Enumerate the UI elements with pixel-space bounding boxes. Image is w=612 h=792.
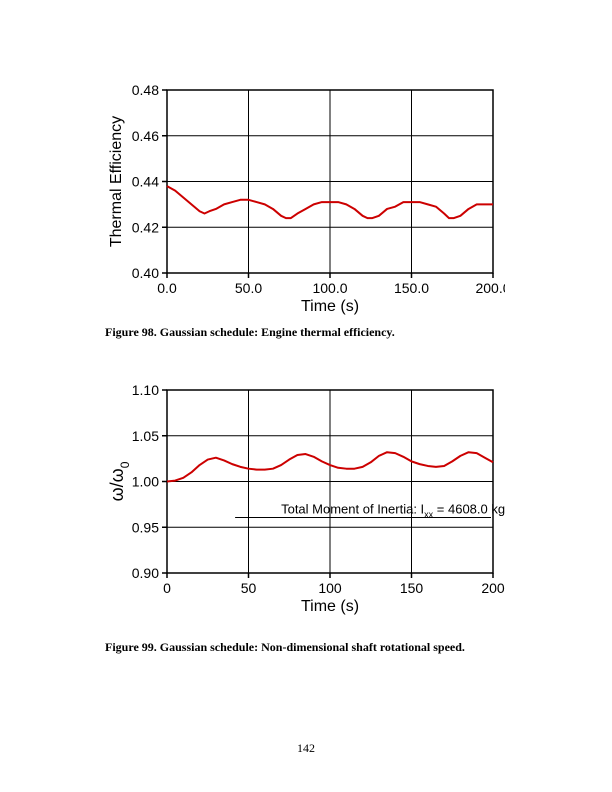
svg-text:Thermal Efficiency: Thermal Efficiency [108,116,125,247]
svg-text:50: 50 [241,580,257,596]
caption-figure-99: Figure 99. Gaussian schedule: Non-dimens… [105,640,465,655]
svg-text:0.48: 0.48 [132,82,159,98]
svg-text:0.90: 0.90 [132,565,159,581]
chart-thermal-efficiency: 0.0 50.0 100.0 150.0 200.0 0.40 0.42 0.44 0.46 0.… [105,80,505,320]
chart-omega-ratio: 0 50 100 150 200 0.90 0.95 1.00 1.05 1.10 Time (s)… [105,380,505,620]
svg-text:0.0: 0.0 [157,280,177,296]
svg-text:1.05: 1.05 [132,428,159,444]
svg-text:200.0: 200.0 [475,280,505,296]
svg-text:Time (s): Time (s) [301,298,359,315]
page: 0.0 50.0 100.0 150.0 200.0 0.40 0.42 0.44 0.46 0.… [0,0,612,792]
chart2-svg: 0 50 100 150 200 0.90 0.95 1.00 1.05 1.10 Time (s)… [105,380,505,615]
svg-text:Time (s): Time (s) [301,598,359,615]
svg-text:0.40: 0.40 [132,265,159,281]
svg-text:0.95: 0.95 [132,519,159,535]
page-number: 142 [0,741,612,756]
svg-text:1.10: 1.10 [132,382,159,398]
svg-text:100.0: 100.0 [312,280,347,296]
svg-text:0: 0 [163,580,171,596]
svg-text:150.0: 150.0 [394,280,429,296]
caption-figure-98: Figure 98. Gaussian schedule: Engine the… [105,325,395,340]
svg-text:50.0: 50.0 [235,280,262,296]
svg-text:0.44: 0.44 [132,174,159,190]
svg-text:0.42: 0.42 [132,219,159,235]
svg-text:100: 100 [318,580,342,596]
svg-text:0.46: 0.46 [132,128,159,144]
svg-text:200: 200 [481,580,505,596]
chart1-svg: 0.0 50.0 100.0 150.0 200.0 0.40 0.42 0.44 0.46 0.… [105,80,505,315]
svg-text:ω/ω0: ω/ω0 [107,461,132,501]
svg-text:1.00: 1.00 [132,474,159,490]
svg-text:150: 150 [400,580,424,596]
